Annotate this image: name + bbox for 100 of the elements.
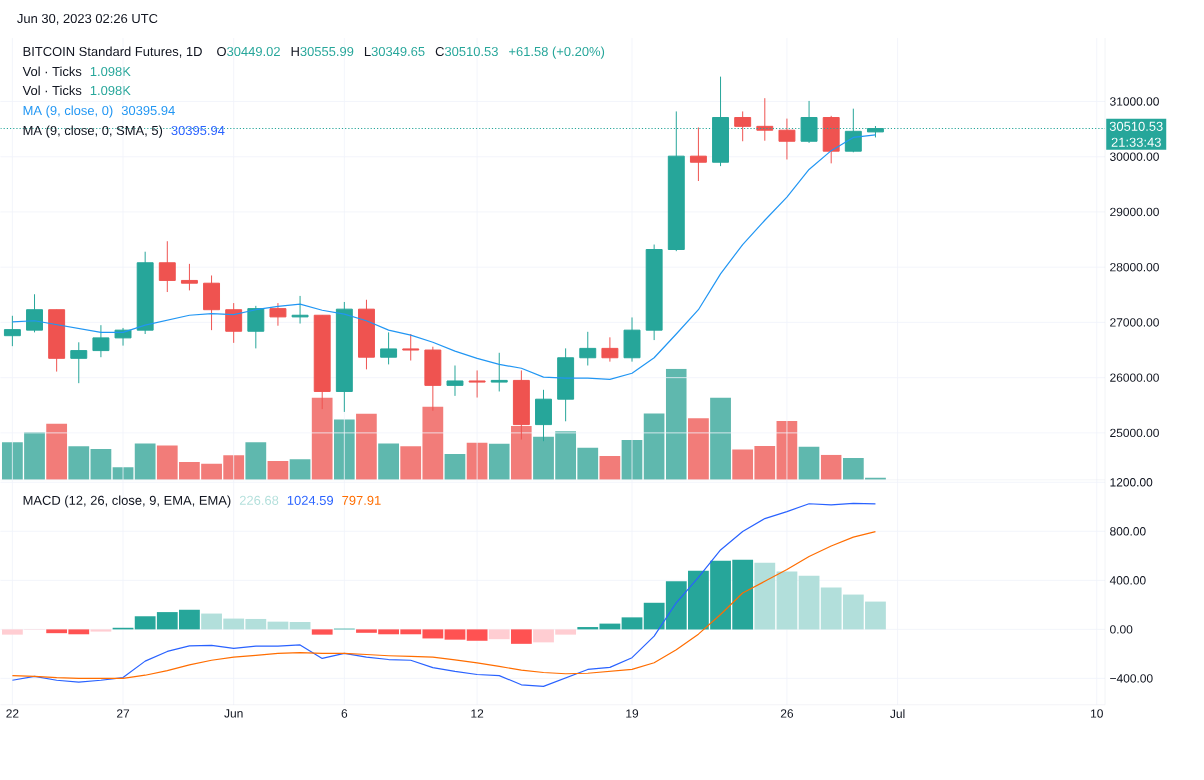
bar (68, 446, 90, 480)
annotation: 30449.02 (227, 47, 280, 57)
y-tick-label: 0.00 (1110, 625, 1133, 634)
candlestick (756, 97, 774, 142)
bar (90, 629, 112, 632)
annotation: +61.58 (+0.20%) (509, 46, 605, 59)
annotation: 30395.94 (171, 126, 225, 136)
bar (134, 443, 156, 480)
y-tick-label: 27000.00 (1110, 318, 1159, 327)
bar (754, 562, 776, 630)
bar (643, 413, 665, 480)
x-tick-label: 10 (1091, 709, 1103, 718)
ref-line-label: 30510.53 (1109, 121, 1163, 132)
annotation: 1.098K (90, 67, 131, 77)
y-tick-label: 400.00 (1109, 576, 1146, 585)
candlestick (734, 111, 752, 142)
y-tick-label: 28000.00 (1110, 263, 1159, 272)
y-tick-label: 29000.00 (1110, 207, 1159, 217)
candlestick (291, 295, 309, 325)
candlestick (689, 127, 707, 182)
annotation: 30555.99 (300, 47, 354, 57)
bar (444, 454, 466, 480)
bar (798, 446, 820, 480)
annotation: 30349.65 (371, 47, 425, 57)
annotation: H (291, 47, 299, 57)
bar (599, 456, 621, 480)
x-tick-label: 27 (116, 709, 130, 718)
x-tick-label: 19 (626, 709, 639, 718)
bar (820, 454, 842, 480)
text: 21:33:43 (1111, 137, 1161, 147)
y-tick-label: 30000.00 (1110, 152, 1159, 162)
bar (1, 442, 23, 480)
x-tick-label: 26 (780, 709, 794, 718)
chart-title: Vol · Ticks (22, 66, 82, 77)
text: BITCOIN Standard Futures, 1D (23, 46, 202, 58)
annotation: 797.91 (342, 495, 381, 506)
bar (488, 629, 510, 640)
bar (510, 629, 532, 644)
bar (665, 368, 687, 480)
candlestick (778, 118, 796, 161)
candlestick (402, 333, 420, 362)
annotation: 30510.53 (444, 47, 498, 57)
y-tick-label: 26000.00 (1110, 373, 1159, 382)
candlestick (579, 331, 597, 367)
y-tick-label: 800.00 (1110, 527, 1146, 536)
candlestick (269, 302, 287, 327)
bar (488, 443, 510, 480)
bar (688, 418, 709, 480)
annotation: MA (9, close, 0, SMA, 5) (23, 125, 163, 138)
candlestick (468, 370, 486, 399)
bar (245, 442, 267, 480)
text: MA (9, close, 0) (23, 105, 113, 118)
candlestick (446, 365, 464, 397)
x-tick-label: Jul (890, 709, 905, 719)
x-tick-label: 6 (341, 709, 348, 718)
candlestick (3, 315, 21, 347)
bar (24, 432, 45, 480)
annotation: L (364, 47, 371, 57)
y-tick-label: −400.00 (1110, 674, 1153, 683)
bar (311, 629, 333, 635)
y-tick-label: 31000.00 (1110, 97, 1159, 106)
candlestick (490, 352, 508, 393)
candlestick (225, 302, 243, 344)
x-tick-label: 22 (6, 709, 19, 718)
bar (466, 629, 488, 641)
y-tick-label: 1200.00 (1110, 478, 1153, 487)
x-tick-label: Jun (224, 709, 243, 718)
candlestick (70, 341, 88, 384)
bar (444, 629, 466, 640)
bar (156, 445, 178, 480)
bar (289, 622, 311, 630)
bar (289, 459, 311, 480)
y-tick-label: 25000.00 (1110, 428, 1159, 438)
candlestick (26, 293, 43, 333)
bar (378, 443, 399, 480)
annotation: Vol · Ticks (22, 85, 82, 96)
text: Jun 30, 2023 02:26 UTC (17, 14, 158, 25)
bar (90, 449, 112, 480)
bar (46, 423, 68, 480)
bar (356, 413, 377, 480)
bar (798, 575, 820, 630)
text: MACD (12, 26, close, 9, EMA, EMA) (23, 495, 231, 508)
bar (710, 397, 731, 480)
annotation: O (217, 47, 226, 57)
candlestick (247, 305, 265, 349)
candlestick (380, 331, 398, 366)
bar (776, 571, 798, 630)
x-tick-label: 12 (471, 709, 484, 718)
bar (621, 617, 643, 630)
candlestick (601, 336, 619, 363)
candlestick (180, 263, 198, 292)
bar (267, 461, 289, 480)
annotation: 30395.94 (121, 106, 175, 116)
annotation: 226.68 (239, 495, 279, 506)
bar (311, 397, 333, 480)
annotation: 1.098K (90, 86, 131, 96)
annotation: C (435, 47, 444, 57)
annotation: 1024.59 (287, 495, 334, 506)
candlestick (158, 240, 176, 293)
bar (179, 462, 200, 480)
